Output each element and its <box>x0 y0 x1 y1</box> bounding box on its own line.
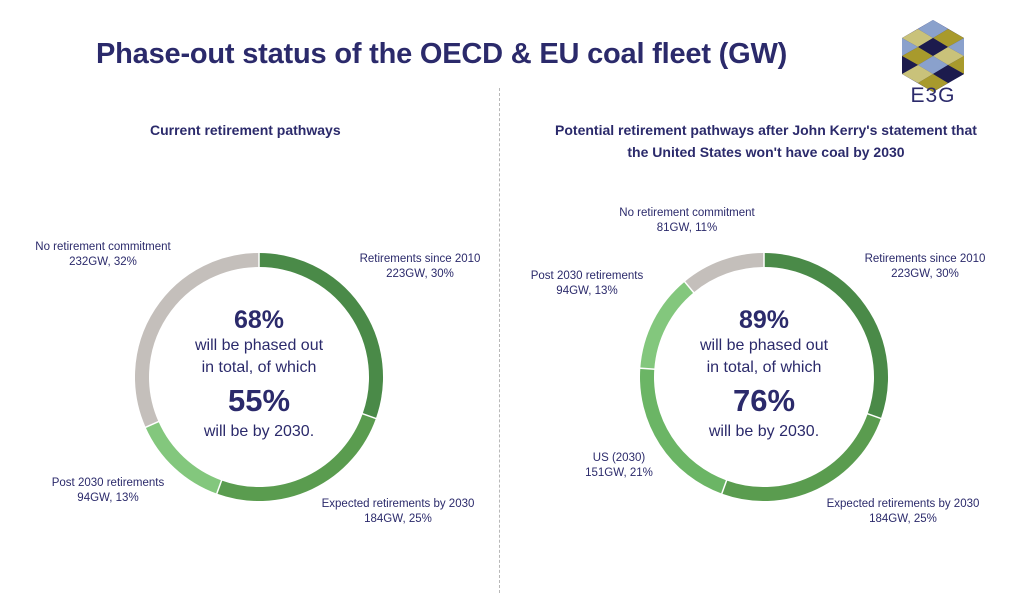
donut-slice-retirements-since-2010 <box>763 253 888 419</box>
panel-title-right: Potential retirement pathways after John… <box>527 119 1005 163</box>
center-line-1: will be phased out <box>699 337 829 354</box>
slice-label-right-us-2030: US (2030) 151GW, 21% <box>585 451 653 481</box>
slice-label-value: 151GW, 21% <box>585 467 653 479</box>
slice-label-name: Post 2030 retirements <box>530 270 644 282</box>
e3g-logo-icon <box>902 20 964 92</box>
total-phase-out-percent: 68% <box>233 306 285 334</box>
donut-slice-retirements-since-2010 <box>258 253 383 419</box>
donut-slice-no-retirement-commitment <box>684 253 765 293</box>
by-2030-percent: 76% <box>732 383 796 418</box>
center-line-2: in total, of which <box>201 359 317 376</box>
donut-slice-expected-retirements-by-2030 <box>216 413 376 501</box>
slice-label-name: No retirement commitment <box>619 207 755 219</box>
slice-label-name: No retirement commitment <box>35 241 171 253</box>
slice-separator <box>215 479 223 495</box>
panel-divider <box>499 88 500 593</box>
slice-separator <box>361 412 378 420</box>
logo-text: E3G <box>910 84 956 107</box>
slice-separator <box>866 412 883 420</box>
slice-label-left-retirements-since-2010: Retirements since 2010 223GW, 30% <box>360 252 481 282</box>
donut-center-right: 89% will be phased out in total, of whic… <box>674 305 854 443</box>
slice-label-value: 223GW, 30% <box>386 268 454 280</box>
slice-separator <box>144 420 160 429</box>
slice-label-name: Post 2030 retirements <box>51 477 165 489</box>
center-line-3: will be by 2030. <box>203 423 315 440</box>
slice-label-value: 94GW, 13% <box>77 492 139 504</box>
center-line-1: will be phased out <box>194 337 324 354</box>
page-title: Phase-out status of the OECD & EU coal f… <box>96 38 788 70</box>
slice-label-name: Expected retirements by 2030 <box>826 498 980 510</box>
donut-slice-expected-retirements-by-2030 <box>721 413 881 501</box>
panel-title-left-line-1: Current retirement pathways <box>150 122 341 138</box>
slice-label-name: US (2030) <box>592 452 646 464</box>
total-phase-out-percent: 89% <box>738 306 790 334</box>
slice-label-value: 94GW, 13% <box>556 285 618 297</box>
slice-separator <box>683 280 695 294</box>
slice-label-name: Retirements since 2010 <box>864 253 986 265</box>
slice-label-value: 232GW, 32% <box>69 256 137 268</box>
slice-label-right-expected-retirements-2030: Expected retirements by 2030 184GW, 25% <box>827 497 980 527</box>
slice-label-name: Expected retirements by 2030 <box>321 498 475 510</box>
donut-center-left: 68% will be phased out in total, of whic… <box>169 305 349 443</box>
slice-label-right-retirements-since-2010: Retirements since 2010 223GW, 30% <box>865 252 986 282</box>
donut-slice-us-2030 <box>640 368 727 494</box>
by-2030-percent: 55% <box>227 383 291 418</box>
donut-slice-post-2030-retirements <box>640 281 694 370</box>
slice-label-value: 223GW, 30% <box>891 268 959 280</box>
center-line-2: in total, of which <box>706 359 822 376</box>
slice-label-value: 184GW, 25% <box>869 513 937 525</box>
slice-label-right-no-commitment: No retirement commitment 81GW, 11% <box>619 206 754 236</box>
donut-chart-current <box>135 252 383 501</box>
slice-label-name: Retirements since 2010 <box>359 253 481 265</box>
donut-slice-post-2030-retirements <box>145 421 222 494</box>
panel-title-right-line-1: Potential retirement pathways after John… <box>555 122 977 138</box>
slice-separator <box>639 367 656 371</box>
panel-title-right-line-2: the United States won't have coal by 203… <box>627 144 905 160</box>
slice-label-left-post-2030: Post 2030 retirements 94GW, 13% <box>52 476 165 506</box>
donut-slice-no-retirement-commitment <box>135 253 260 428</box>
slice-label-left-no-commitment: No retirement commitment 232GW, 32% <box>35 240 170 270</box>
center-line-3: will be by 2030. <box>708 423 820 440</box>
slice-separator <box>720 479 728 495</box>
donut-chart-potential <box>639 252 888 501</box>
slice-label-value: 81GW, 11% <box>656 222 718 234</box>
panel-title-left: Current retirement pathways <box>150 119 341 141</box>
slice-label-right-post-2030: Post 2030 retirements 94GW, 13% <box>531 269 644 299</box>
slice-label-value: 184GW, 25% <box>364 513 432 525</box>
slice-label-left-expected-retirements-2030: Expected retirements by 2030 184GW, 25% <box>322 497 475 527</box>
